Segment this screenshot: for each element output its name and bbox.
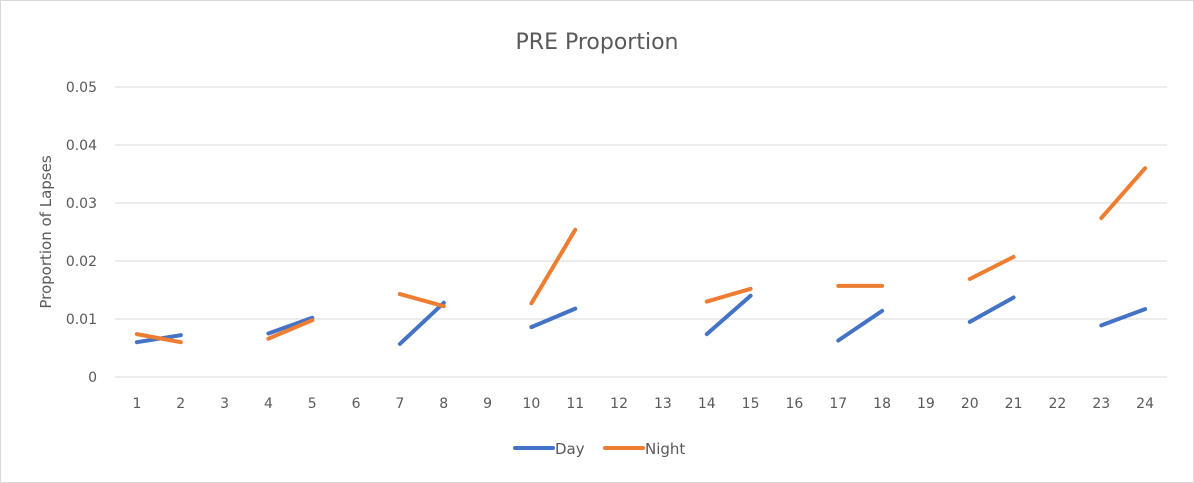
legend-item-night: Night [603, 440, 685, 458]
series-day-line [1099, 307, 1148, 328]
series-night-line [1099, 166, 1148, 221]
series-day-line [397, 300, 446, 346]
x-tick-label: 14 [698, 396, 716, 412]
x-tick-label: 9 [483, 396, 492, 412]
series-night-line [967, 254, 1016, 281]
y-tick-label: 0.02 [66, 254, 97, 270]
x-tick-label: 5 [308, 396, 317, 412]
series-night-line [529, 227, 578, 306]
gridlines [115, 86, 1167, 378]
series-day-line [704, 293, 753, 337]
x-tick-label: 15 [742, 396, 760, 412]
y-tick-label: 0.04 [66, 138, 97, 154]
x-tick-label: 10 [523, 396, 541, 412]
x-tick-label: 8 [439, 396, 448, 412]
y-tick-label: 0.05 [66, 80, 97, 96]
series-night-line [134, 332, 183, 345]
x-tick-label: 3 [220, 396, 229, 412]
legend-label: Night [645, 440, 685, 458]
legend-label: Day [555, 440, 585, 458]
x-tick-label: 11 [566, 396, 584, 412]
x-tick-label: 2 [176, 396, 185, 412]
x-tick-label: 17 [829, 396, 847, 412]
series-night-line [397, 292, 446, 309]
x-tick-label: 24 [1136, 396, 1154, 412]
legend: Day Night [513, 440, 685, 458]
legend-item-day: Day [513, 440, 585, 458]
x-tick-label: 6 [352, 396, 361, 412]
x-tick-label: 12 [610, 396, 628, 412]
x-tick-labels: 1 2 3 4 5 6 7 8 9 10 11 12 13 14 15 16 17 18 19 20 21 22 23 24 [132, 396, 1154, 412]
x-tick-label: 13 [654, 396, 672, 412]
x-tick-label: 4 [264, 396, 273, 412]
series-day-line [266, 315, 315, 336]
x-tick-label: 7 [395, 396, 404, 412]
x-tick-label: 1 [132, 396, 141, 412]
x-tick-label: 21 [1005, 396, 1023, 412]
x-tick-label: 18 [873, 396, 891, 412]
x-tick-label: 23 [1092, 396, 1110, 412]
y-axis-label: Proportion of Lapses [37, 155, 55, 309]
chart-title: PRE Proportion [516, 30, 679, 55]
x-tick-label: 20 [961, 396, 979, 412]
series-day-line [529, 306, 578, 330]
y-tick-label: 0.03 [66, 196, 97, 212]
series-day-line [836, 308, 885, 343]
x-tick-label: 16 [786, 396, 804, 412]
series-day-line [967, 295, 1016, 324]
series-lines [134, 166, 1148, 346]
series-night-line [266, 318, 315, 341]
x-tick-label: 19 [917, 396, 935, 412]
series-night-line [704, 286, 753, 304]
y-tick-labels: 0 0.01 0.02 0.03 0.04 0.05 [66, 80, 97, 386]
y-tick-label: 0.01 [66, 312, 97, 328]
x-tick-label: 22 [1049, 396, 1067, 412]
y-tick-label: 0 [88, 370, 97, 386]
